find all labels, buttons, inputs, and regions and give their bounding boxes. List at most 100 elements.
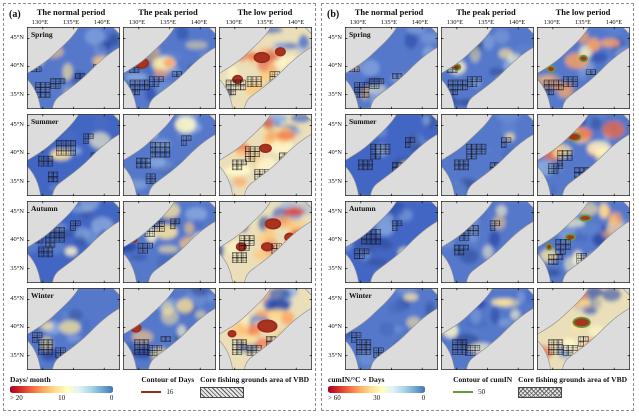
longitude-tick-label: 140°E bbox=[411, 19, 429, 26]
season-label: Winter bbox=[349, 291, 372, 300]
latitude-tick-label: 40°N bbox=[328, 149, 342, 157]
latitude-tick-label: 35°N bbox=[328, 351, 342, 359]
latitude-tick-label: 40°N bbox=[10, 149, 24, 157]
latitude-gutter: 45°N 40°N 35°N bbox=[7, 201, 24, 283]
longitude-tick-label: 135°E bbox=[380, 19, 398, 26]
latitude-tick-label: 40°N bbox=[328, 236, 342, 244]
longitude-tick-label: 140°E bbox=[287, 19, 305, 26]
map-row-autumn: 45°N 40°N 35°N Autumn bbox=[7, 201, 312, 283]
season-label: Winter bbox=[31, 291, 54, 300]
legend: cumIN/°C × Days > 60 30 0 Contour of cum… bbox=[325, 375, 630, 403]
map-canvas bbox=[537, 27, 630, 109]
latitude-tick-label: 45°N bbox=[328, 295, 342, 303]
latitude-tick-label: 45°N bbox=[328, 34, 342, 42]
longitude-tick-label: 130°E bbox=[446, 19, 464, 26]
longitude-cell: 130°E 135°E 140°E bbox=[218, 18, 312, 27]
season-label: Autumn bbox=[31, 204, 58, 213]
colorbar-label-min: > 60 bbox=[328, 394, 341, 402]
latitude-tick-label: 35°N bbox=[328, 177, 342, 185]
panel-b: (b) The normal period The peak period The … bbox=[321, 3, 634, 411]
map-autumn-low bbox=[537, 201, 630, 283]
longitude-tick-label: 130°E bbox=[31, 19, 49, 26]
hatch-swatch bbox=[200, 387, 245, 398]
column-title-1: The normal period bbox=[36, 7, 106, 17]
season-label: Spring bbox=[31, 30, 53, 39]
longitude-cell: 130°E 135°E 140°E bbox=[439, 18, 533, 27]
longitude-tick-label: 140°E bbox=[93, 19, 111, 26]
map-canvas bbox=[441, 114, 534, 196]
map-canvas bbox=[345, 288, 438, 370]
colorbar-label-max: 0 bbox=[421, 394, 426, 402]
longitude-tick-label: 140°E bbox=[508, 19, 526, 26]
longitude-tick-label: 130°E bbox=[225, 19, 243, 26]
contour-line-swatch bbox=[141, 390, 162, 394]
map-canvas bbox=[441, 201, 534, 283]
latitude-tick-label: 40°N bbox=[10, 323, 24, 331]
map-autumn-normal: Autumn bbox=[345, 201, 438, 283]
map-row-winter: 45°N 40°N 35°N Winter bbox=[7, 288, 312, 370]
latitude-tick-label: 45°N bbox=[10, 121, 24, 129]
map-spring-low bbox=[219, 27, 312, 109]
map-row-summer: 45°N 40°N 35°N Summer bbox=[7, 114, 312, 196]
longitude-tick-label: 140°E bbox=[605, 19, 623, 26]
season-label: Autumn bbox=[349, 204, 376, 213]
contour-line-swatch bbox=[453, 390, 474, 394]
latitude-gutter: 45°N 40°N 35°N bbox=[7, 114, 24, 196]
map-summer-low bbox=[219, 114, 312, 196]
map-summer-normal: Summer bbox=[345, 114, 438, 196]
latitude-tick-label: 35°N bbox=[10, 264, 24, 272]
hatch-legend: Core fishing grounds area of VBD bbox=[518, 375, 627, 398]
map-autumn-normal: Autumn bbox=[27, 201, 120, 283]
map-row-summer: 45°N 40°N 35°N Summer bbox=[325, 114, 630, 196]
map-autumn-low bbox=[219, 201, 312, 283]
map-canvas bbox=[27, 201, 120, 283]
map-winter-peak bbox=[441, 288, 534, 370]
map-winter-low bbox=[219, 288, 312, 370]
longitude-cell: 130°E 135°E 140°E bbox=[342, 18, 436, 27]
panel-a: (a) The normal period The peak period The … bbox=[3, 3, 316, 411]
latitude-tick-label: 45°N bbox=[328, 208, 342, 216]
colorbar-labels: > 20 10 0 bbox=[10, 394, 113, 403]
hatch-title: Core fishing grounds area of VBD bbox=[200, 375, 309, 384]
map-canvas bbox=[123, 288, 216, 370]
longitude-tick-label: 130°E bbox=[128, 19, 146, 26]
colorbar bbox=[328, 386, 426, 393]
map-winter-normal: Winter bbox=[27, 288, 120, 370]
longitude-tick-label: 135°E bbox=[574, 19, 592, 26]
map-summer-peak bbox=[123, 114, 216, 196]
contour-value: 16 bbox=[166, 388, 174, 396]
column-title-1: The normal period bbox=[354, 7, 424, 17]
map-canvas bbox=[27, 27, 120, 109]
contour-legend: Contour of Days 16 bbox=[141, 375, 194, 396]
longitude-cell: 130°E 135°E 140°E bbox=[536, 18, 630, 27]
column-title-3: The low period bbox=[555, 7, 611, 17]
latitude-tick-label: 45°N bbox=[10, 208, 24, 216]
longitude-tick-label: 135°E bbox=[159, 19, 177, 26]
column-title-3: The low period bbox=[237, 7, 293, 17]
map-canvas bbox=[219, 201, 312, 283]
map-summer-peak bbox=[441, 114, 534, 196]
latitude-tick-label: 35°N bbox=[10, 177, 24, 185]
colorbar-label-min: > 20 bbox=[10, 394, 23, 402]
longitude-cell: 130°E 135°E 140°E bbox=[24, 18, 118, 27]
map-spring-peak bbox=[123, 27, 216, 109]
panel-label: (a) bbox=[9, 9, 21, 20]
column-title-2: The peak period bbox=[138, 7, 198, 17]
colorbar-title: cumIN/°C × Days bbox=[328, 375, 385, 384]
map-winter-peak bbox=[123, 288, 216, 370]
latitude-tick-label: 40°N bbox=[10, 236, 24, 244]
contour-value: 50 bbox=[478, 388, 486, 396]
map-autumn-peak bbox=[441, 201, 534, 283]
map-spring-low bbox=[537, 27, 630, 109]
map-autumn-peak bbox=[123, 201, 216, 283]
map-summer-low bbox=[537, 114, 630, 196]
map-canvas bbox=[27, 288, 120, 370]
latitude-tick-label: 45°N bbox=[328, 121, 342, 129]
latitude-tick-label: 45°N bbox=[10, 34, 24, 42]
latitude-tick-label: 40°N bbox=[328, 323, 342, 331]
colorbar-label-mid: 10 bbox=[58, 394, 66, 402]
colorbar bbox=[10, 386, 114, 393]
map-rows: 45°N 40°N 35°N Spring 45°N 40°N 35°N Summer 45°N… bbox=[325, 27, 630, 370]
longitude-tick-label: 135°E bbox=[256, 19, 274, 26]
